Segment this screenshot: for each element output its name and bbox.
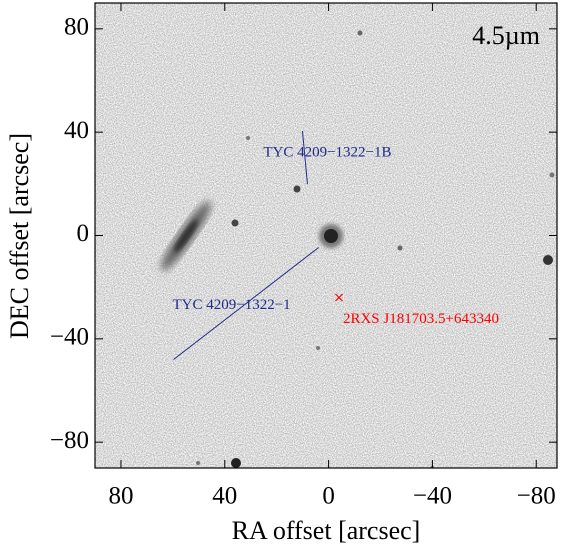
x-tick-label: 80 [108, 483, 133, 510]
x-axis-label: RA offset [arcsec] [232, 516, 421, 545]
leader-line [173, 247, 319, 360]
annotation-label: TYC 4209−1322−1 [173, 297, 291, 313]
y-tick-label: −40 [50, 324, 89, 351]
source-marker [335, 293, 343, 302]
y-tick-label: −80 [50, 427, 89, 454]
annotation-label: 2RXS J181703.5+643340 [343, 311, 499, 327]
x-tick-label: −80 [517, 483, 556, 510]
x-tick-label: −40 [413, 483, 452, 510]
y-tick-label: 0 [77, 220, 90, 247]
y-axis-label: DEC offset [arcsec] [5, 133, 34, 339]
annotation-label: TYC 4209−1322−1B [263, 144, 391, 160]
band-label: 4.5µm [472, 21, 540, 50]
x-tick-label: 0 [322, 483, 335, 510]
y-tick-label: 80 [64, 14, 89, 41]
x-tick-label: 40 [212, 483, 237, 510]
sky-image [95, 3, 557, 468]
leader-line [301, 130, 308, 185]
y-tick-label: 40 [64, 117, 89, 144]
